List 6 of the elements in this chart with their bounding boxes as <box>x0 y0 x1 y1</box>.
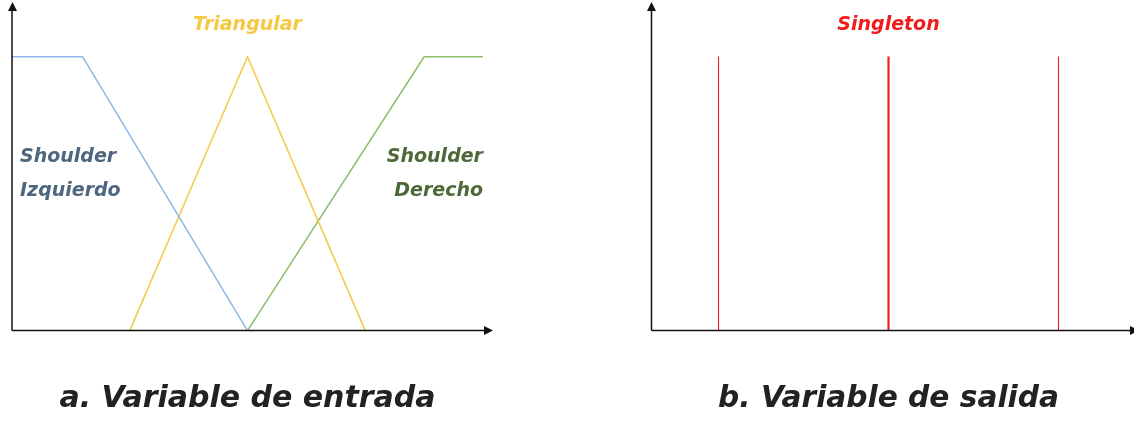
series-label: Shoulder Derecho <box>386 143 485 200</box>
series-label: Shoulder Izquierdo <box>20 143 121 200</box>
series-label: Singleton <box>837 11 940 34</box>
series-label: Triangular <box>193 11 304 34</box>
text: b. Variable de salida <box>718 378 1059 414</box>
text: a. Variable de entrada <box>59 378 436 414</box>
